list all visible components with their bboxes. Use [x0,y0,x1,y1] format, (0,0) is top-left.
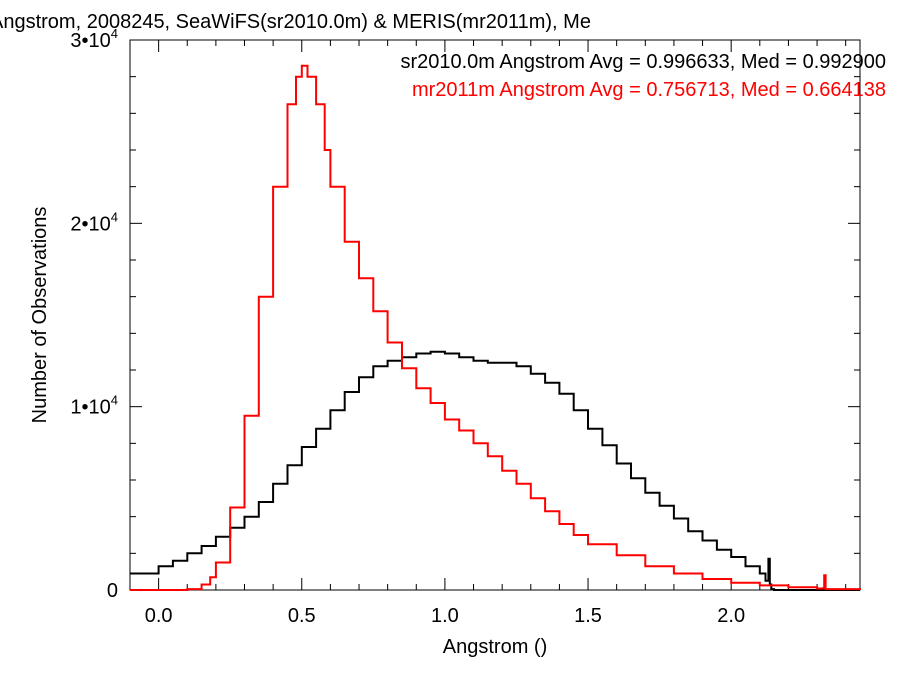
y-tick-label: 1•104 [70,393,118,419]
x-axis-label: Angstrom () [443,636,547,658]
y-tick-exponent: 4 [111,26,118,41]
legend: sr2010.0m Angstrom Avg = 0.996633, Med =… [400,51,886,101]
y-tick-label: 0 [107,580,118,602]
y-tick-mantissa: 3•10 [70,30,110,52]
x-tick-label: 0.0 [145,605,173,627]
y-axis-label: Number of Observations [29,207,51,424]
y-tick-exponent: 4 [111,393,118,408]
x-axis: 0.0 0.5 1.0 1.5 2.0 [145,40,847,627]
legend-entry-sr2010.0m: sr2010.0m Angstrom Avg = 0.996633, Med =… [400,51,886,73]
y-tick-exponent: 4 [111,209,118,224]
plot-frame [129,39,861,591]
legend-entry-mr2011m: mr2011m Angstrom Avg = 0.756713, Med = 0… [412,79,886,101]
chart-title: Angstrom, 2008245, SeaWiFS(sr2010.0m) & … [0,11,591,33]
x-tick-label: 2.0 [717,605,745,627]
y-tick-label: 2•104 [70,209,118,235]
y-tick-mantissa: 2•10 [70,213,110,235]
x-tick-label: 0.5 [288,605,316,627]
plot-series [130,64,861,591]
series-line-mr2011m [130,64,861,591]
x-tick-label: 1.5 [574,605,602,627]
series-line-sr2010.0m [130,350,860,591]
y-tick-label: 3•104 [70,26,118,52]
y-tick-mantissa: 1•10 [70,397,110,419]
y-tick-mantissa: 0 [107,580,118,602]
x-tick-label: 1.0 [431,605,459,627]
